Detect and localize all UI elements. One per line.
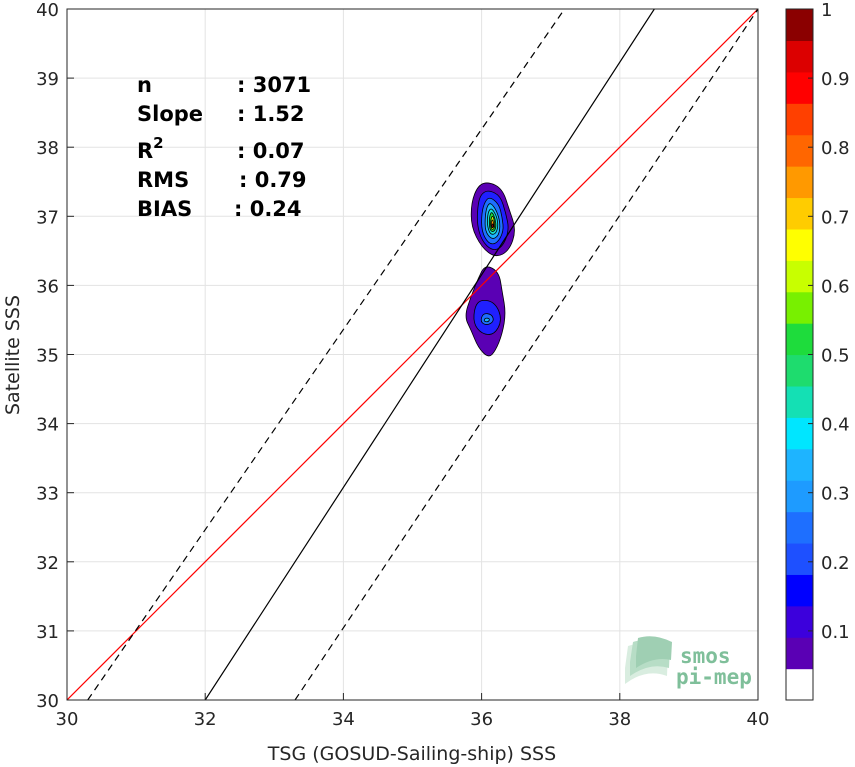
colorbar-segment xyxy=(786,40,813,73)
colorbar-segment xyxy=(786,260,813,293)
x-axis-ticks: 30 32 34 36 38 40 xyxy=(56,693,770,730)
colorbar-segment xyxy=(786,103,813,136)
density-contours xyxy=(465,182,515,357)
x-tick-label: 34 xyxy=(332,709,355,730)
contour-level xyxy=(483,317,490,323)
x-tick-label: 32 xyxy=(194,709,217,730)
colorbar-ticks: 0.1 0.2 0.3 0.4 0.5 0.6 0.7 0.8 0.9 1 xyxy=(808,0,850,643)
y-axis-ticks: 30 31 32 33 34 35 36 37 38 39 40 xyxy=(36,0,74,712)
reference-lines xyxy=(67,9,758,700)
y-tick-label: 33 xyxy=(36,484,59,505)
colorbar-tick-label: 0.7 xyxy=(821,207,850,228)
colorbar xyxy=(786,9,813,701)
contour-level xyxy=(491,223,494,228)
logo-waves-icon xyxy=(625,636,672,684)
colorbar-segment xyxy=(786,166,813,199)
colorbar-segment xyxy=(786,448,813,481)
colorbar-segment xyxy=(786,323,813,356)
x-tick-label: 38 xyxy=(608,709,631,730)
stat-value: : 3071 xyxy=(237,73,311,97)
colorbar-segment xyxy=(786,605,813,638)
stat-name: R2 xyxy=(137,134,164,163)
colorbar-tick-label: 0.8 xyxy=(821,138,850,159)
stat-name: RMS xyxy=(137,168,189,192)
colorbar-segment xyxy=(786,417,813,450)
x-tick-label: 36 xyxy=(470,709,493,730)
y-tick-label: 36 xyxy=(36,276,59,297)
x-tick-label: 40 xyxy=(747,709,770,730)
colorbar-segment xyxy=(786,542,813,575)
y-tick-label: 30 xyxy=(36,691,59,712)
colorbar-tick-label: 1 xyxy=(821,0,832,21)
colorbar-tick-label: 0.9 xyxy=(821,69,850,90)
colorbar-tick-label: 0.5 xyxy=(821,346,850,367)
logo-text-pi-mep: pi-mep xyxy=(676,665,752,689)
colorbar-segment xyxy=(786,71,813,104)
stat-name: n xyxy=(137,73,152,97)
colorbar-segment xyxy=(786,574,813,607)
identity-line xyxy=(67,9,758,700)
colorbar-tick-label: 0.2 xyxy=(821,553,850,574)
colorbar-tick-label: 0.6 xyxy=(821,276,850,297)
colorbar-segment xyxy=(786,511,813,544)
y-axis-label: Satellite SSS xyxy=(2,295,24,415)
colorbar-segment xyxy=(786,354,813,387)
colorbar-segment xyxy=(786,228,813,261)
stat-name: Slope xyxy=(137,102,203,126)
y-tick-label: 37 xyxy=(36,207,59,228)
colorbar-segment xyxy=(786,9,813,42)
stat-value: : 0.24 xyxy=(234,197,302,221)
y-tick-label: 32 xyxy=(36,553,59,574)
stat-value: : 1.52 xyxy=(237,102,305,126)
x-tick-label: 30 xyxy=(56,709,79,730)
stat-value: : 0.79 xyxy=(239,168,307,192)
colorbar-segment xyxy=(786,480,813,513)
colorbar-segment xyxy=(786,637,813,670)
upper-bound-line xyxy=(87,9,566,700)
density-blob-1 xyxy=(470,182,515,257)
y-tick-label: 35 xyxy=(36,346,59,367)
regression-line xyxy=(204,9,655,700)
y-tick-label: 39 xyxy=(36,69,59,90)
colorbar-tick-label: 0.1 xyxy=(821,622,850,643)
colorbar-segment xyxy=(786,197,813,230)
x-axis-label: TSG (GOSUD-Sailing-ship) SSS xyxy=(267,743,556,765)
grid xyxy=(66,8,759,701)
colorbar-segment xyxy=(786,385,813,418)
colorbar-segment xyxy=(786,291,813,324)
colorbar-segment xyxy=(786,668,813,701)
y-tick-label: 34 xyxy=(36,415,59,436)
lower-bound-line xyxy=(294,9,758,700)
y-tick-label: 38 xyxy=(36,138,59,159)
statistics-box: n : 3071 Slope : 1.52 R2 : 0.07 RMS : 0.79 BIAS:… xyxy=(137,73,311,221)
colorbar-tick-label: 0.3 xyxy=(821,484,850,505)
stat-value: : 0.07 xyxy=(237,139,305,163)
smos-pi-mep-logo: smos pi-mep xyxy=(625,636,752,689)
stat-name: BIAS xyxy=(137,197,192,221)
y-tick-label: 31 xyxy=(36,622,59,643)
y-tick-label: 40 xyxy=(36,0,59,21)
colorbar-tick-label: 0.4 xyxy=(821,415,850,436)
colorbar-segment xyxy=(786,134,813,167)
logo-text-smos: smos xyxy=(680,644,731,668)
density-blob-2 xyxy=(465,266,506,357)
